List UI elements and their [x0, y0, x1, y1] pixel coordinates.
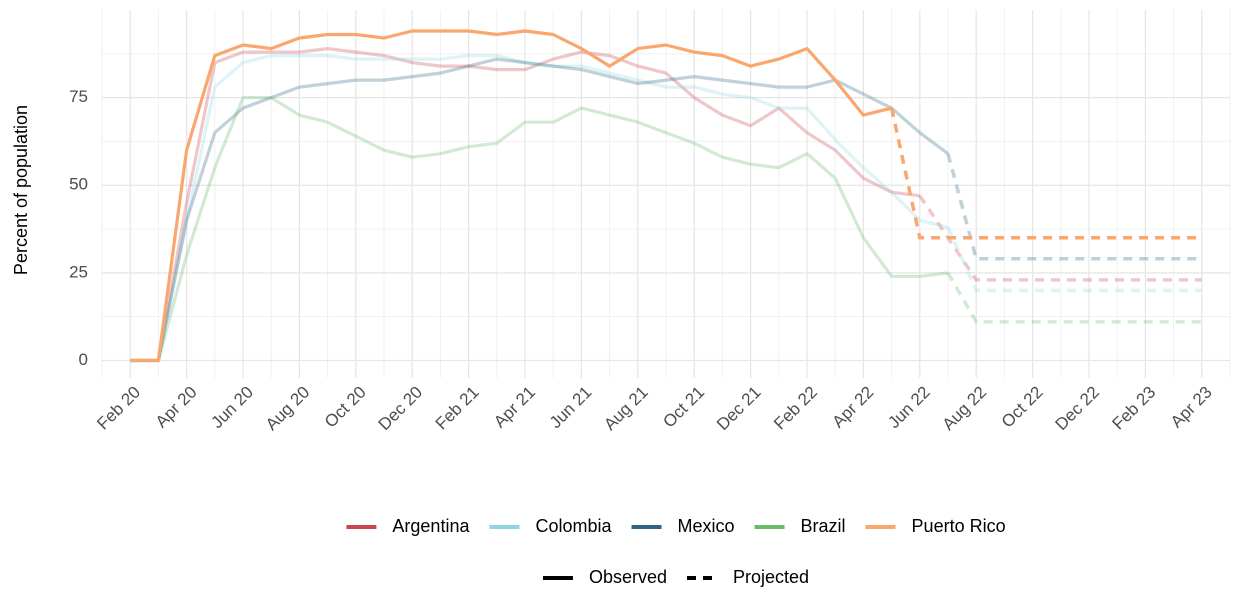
- legend-label: Mexico: [678, 516, 735, 536]
- legend-label: Projected: [733, 567, 809, 587]
- legend-label: Colombia: [535, 516, 612, 536]
- projected-line: [918, 194, 1202, 282]
- x-tick-label: Feb 22: [770, 383, 821, 434]
- x-tick-label: Jun 21: [546, 383, 596, 433]
- x-tick-label: Apr 22: [829, 383, 878, 432]
- legend: Observed Projected: [542, 567, 809, 587]
- x-tick-label: Apr 20: [152, 383, 201, 432]
- x-tick-label: Dec 20: [375, 383, 427, 435]
- y-tick-label: 50: [69, 175, 88, 194]
- projected-line: [946, 153, 1202, 261]
- x-tick-label: Feb 20: [93, 383, 144, 434]
- x-tick-label: Dec 21: [713, 383, 765, 435]
- projected-line: [946, 226, 1202, 293]
- x-tick-label: Jun 22: [884, 383, 934, 433]
- observed-line: [130, 57, 949, 363]
- x-tick-label: Oct 20: [321, 383, 370, 432]
- observed-line: [130, 54, 949, 363]
- legend-label: Observed: [589, 567, 667, 587]
- legend: Argentina Colombia Mexico Brazil Puerto Rico: [346, 516, 1006, 536]
- legend-label: Brazil: [801, 516, 846, 536]
- legend-label: Puerto Rico: [912, 516, 1006, 536]
- x-tick-label: Apr 23: [1167, 383, 1216, 432]
- x-tick-label: Jun 20: [207, 383, 257, 433]
- projected-line: [889, 107, 1202, 240]
- projected-line: [946, 272, 1202, 324]
- x-tick-label: Apr 21: [490, 383, 539, 432]
- x-tick-label: Aug 21: [600, 383, 652, 435]
- grid: [101, 10, 1231, 378]
- x-tick-label: Feb 23: [1109, 383, 1160, 434]
- x-tick-label: Oct 22: [998, 383, 1047, 432]
- y-tick-label: 0: [79, 350, 88, 369]
- observed-line: [130, 96, 949, 363]
- y-tick-label: 75: [69, 87, 88, 106]
- x-tick-label: Feb 21: [432, 383, 483, 434]
- x-tick-label: Dec 22: [1051, 383, 1103, 435]
- y-axis-title: Percent of population: [11, 105, 31, 275]
- legend-label: Argentina: [392, 516, 470, 536]
- x-tick-label: Aug 20: [262, 383, 314, 435]
- observed-line: [130, 47, 921, 363]
- observed-line: [130, 29, 892, 363]
- x-tick-label: Aug 22: [939, 383, 991, 435]
- y-tick-label: 25: [69, 262, 88, 281]
- x-tick-label: Oct 21: [659, 383, 708, 432]
